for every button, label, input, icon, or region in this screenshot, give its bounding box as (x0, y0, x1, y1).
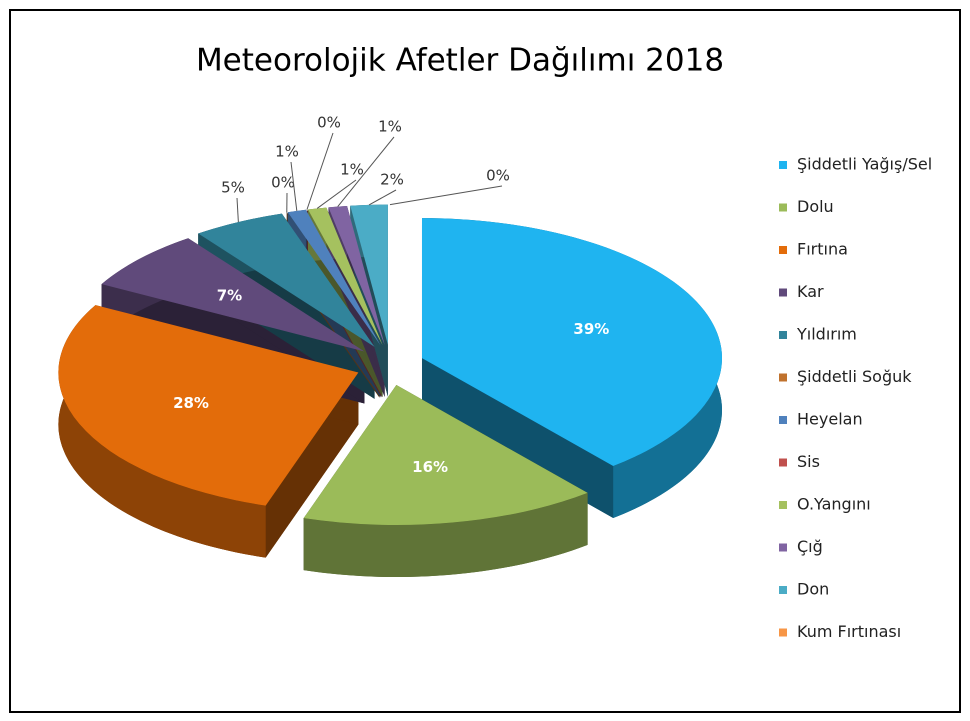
leader-line (368, 189, 397, 206)
legend-swatch (779, 628, 787, 637)
chart-title: Meteorolojik Afetler Dağılımı 2018 (196, 43, 724, 79)
data-label: 16% (412, 458, 448, 476)
data-label: 5% (221, 179, 245, 197)
slice-side (58, 305, 266, 558)
legend-swatch (779, 501, 787, 509)
legend-swatch (779, 458, 787, 467)
data-label: 1% (340, 161, 364, 179)
legend-label: Don (797, 580, 829, 599)
legend-swatch (779, 203, 787, 212)
legend-label: Şiddetli Soğuk (797, 367, 912, 386)
legend-swatch (779, 543, 787, 552)
legend-swatch (779, 246, 787, 254)
slice (328, 205, 385, 345)
slice (350, 204, 388, 345)
legend-label: O.Yangını (797, 495, 871, 514)
legend-swatch (779, 161, 787, 169)
legend-label: Sis (797, 452, 820, 471)
legend-swatch (779, 586, 787, 594)
legend: Şiddetli Yağış/Sel Dolu Fırtına Kar Yıldırım… (779, 155, 932, 641)
legend-label: Şiddetli Yağış/Sel (797, 155, 932, 174)
legend-label: Çığ (797, 537, 823, 556)
leader-line (337, 136, 395, 207)
data-label: 0% (271, 174, 295, 192)
slice (303, 385, 588, 526)
data-label: 2% (380, 171, 404, 189)
leader-line (290, 161, 298, 212)
legend-label: Yıldırım (796, 325, 857, 344)
legend-swatch (779, 331, 787, 339)
slice (307, 207, 383, 346)
data-label: 28% (173, 394, 209, 412)
pie-tops (58, 204, 722, 526)
data-label: 1% (275, 143, 299, 161)
slice (286, 212, 380, 346)
legend-label: Dolu (797, 197, 834, 216)
data-label: 39% (573, 320, 609, 338)
slice (306, 209, 382, 346)
slice-wall (421, 358, 614, 518)
leader-line (389, 185, 503, 206)
data-label: 0% (486, 167, 510, 185)
slice (101, 238, 365, 352)
slice (198, 213, 375, 347)
legend-swatch (779, 288, 787, 297)
data-label: 7% (217, 286, 242, 304)
data-label: 0% (317, 114, 341, 132)
slice (58, 305, 359, 506)
labels: 39% 16% 28% 7% 5% 0% 1% 0% 1% 1% 2% 0% (173, 114, 609, 477)
legend-label: Fırtına (797, 240, 848, 259)
slice (421, 218, 722, 466)
leader-line (316, 179, 357, 209)
slice-side (303, 492, 588, 578)
legend-swatch (779, 416, 787, 424)
legend-label: Heyelan (797, 410, 863, 429)
slice (287, 209, 381, 346)
legend-swatch (779, 373, 787, 382)
legend-label: Kar (797, 282, 824, 301)
leader-line (306, 132, 334, 210)
legend-label: Kum Fırtınası (797, 622, 901, 641)
data-label: 1% (378, 118, 402, 136)
leader-line (236, 197, 239, 223)
slice-wall (265, 372, 359, 558)
